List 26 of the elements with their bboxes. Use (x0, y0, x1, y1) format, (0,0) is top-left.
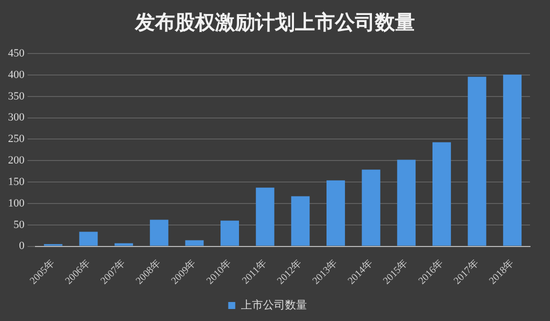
bar (468, 76, 486, 246)
y-tick-label: 250 (8, 133, 25, 146)
bar (114, 243, 134, 246)
y-tick-label: 350 (8, 90, 25, 102)
bar (79, 232, 98, 246)
bar (256, 188, 274, 246)
bar (220, 220, 239, 246)
y-tick-label: 200 (8, 154, 25, 167)
y-tick-label: 400 (8, 68, 25, 81)
bar (326, 180, 345, 246)
bar (291, 196, 310, 246)
y-tick-label: 300 (8, 112, 25, 124)
bar (503, 74, 522, 246)
y-tick-label: 0 (19, 240, 25, 252)
x-tick-label: 2011年 (240, 257, 270, 286)
chart-title: 发布股权激励计划上市公司数量 (134, 9, 416, 36)
bar (432, 142, 451, 246)
y-tick-label: 50 (14, 218, 25, 231)
y-tick-label: 100 (8, 197, 25, 210)
bar (150, 220, 168, 246)
y-tick-label: 150 (8, 176, 25, 188)
bar (397, 160, 416, 246)
bar (185, 240, 204, 246)
y-tick-label: 450 (8, 47, 25, 60)
bar (362, 170, 380, 246)
legend-label: 上市公司数量 (240, 298, 307, 312)
